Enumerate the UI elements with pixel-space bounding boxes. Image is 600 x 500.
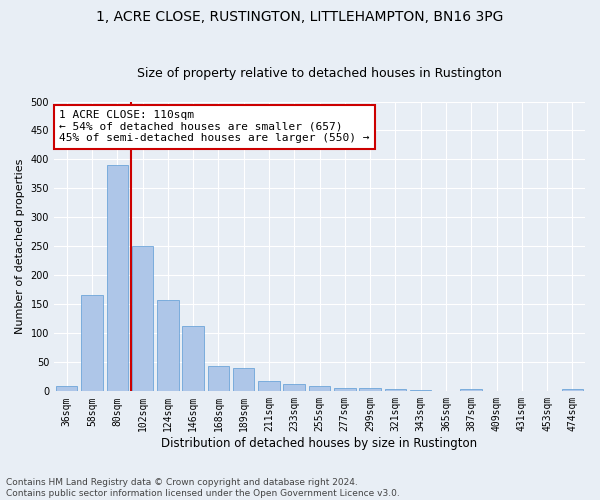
Bar: [309, 386, 330, 392]
Bar: [460, 389, 482, 392]
Bar: [334, 388, 356, 392]
X-axis label: Distribution of detached houses by size in Rustington: Distribution of detached houses by size …: [161, 437, 478, 450]
Bar: [182, 326, 204, 392]
Bar: [283, 384, 305, 392]
Bar: [258, 382, 280, 392]
Bar: [410, 390, 431, 392]
Text: Contains HM Land Registry data © Crown copyright and database right 2024.
Contai: Contains HM Land Registry data © Crown c…: [6, 478, 400, 498]
Bar: [56, 386, 77, 392]
Title: Size of property relative to detached houses in Rustington: Size of property relative to detached ho…: [137, 66, 502, 80]
Bar: [359, 388, 381, 392]
Text: 1 ACRE CLOSE: 110sqm
← 54% of detached houses are smaller (657)
45% of semi-deta: 1 ACRE CLOSE: 110sqm ← 54% of detached h…: [59, 110, 370, 144]
Bar: [132, 246, 153, 392]
Bar: [157, 300, 179, 392]
Bar: [562, 389, 583, 392]
Y-axis label: Number of detached properties: Number of detached properties: [15, 158, 25, 334]
Bar: [81, 294, 103, 392]
Bar: [208, 366, 229, 392]
Bar: [233, 368, 254, 392]
Text: 1, ACRE CLOSE, RUSTINGTON, LITTLEHAMPTON, BN16 3PG: 1, ACRE CLOSE, RUSTINGTON, LITTLEHAMPTON…: [97, 10, 503, 24]
Bar: [107, 166, 128, 392]
Bar: [385, 389, 406, 392]
